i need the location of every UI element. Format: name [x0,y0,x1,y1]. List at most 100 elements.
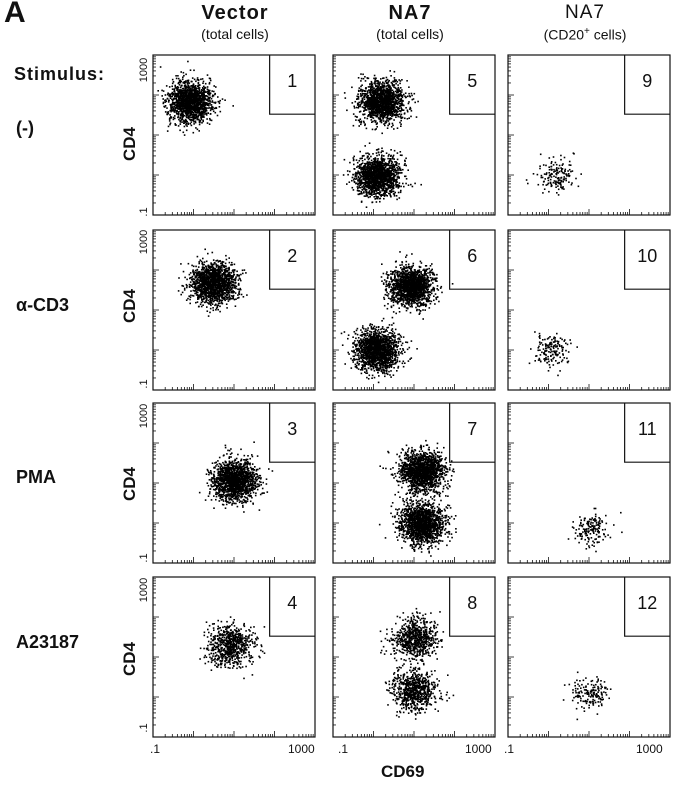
event-dot [231,286,234,289]
event-dot [207,107,209,109]
event-dot [198,130,200,132]
event-dot [248,653,250,656]
event-dot [213,286,215,289]
event-dot [187,97,190,99]
event-dot [234,278,237,280]
event-dot [248,476,251,479]
event-dot [210,278,212,281]
event-dot [177,290,180,292]
event-dot [204,248,206,251]
event-dot [172,106,174,108]
event-dot [215,266,218,268]
event-dot [171,104,173,106]
event-dot [215,260,217,262]
event-dot [171,82,174,85]
event-dot [195,292,198,294]
event-dot [199,303,202,306]
event-dot [238,464,240,466]
x-axis-label: CD69 [381,762,425,781]
event-dot [179,96,181,98]
event-dot [186,110,188,112]
event-dot [185,104,187,106]
event-dot [179,110,181,113]
event-dot [192,88,194,91]
event-dot [215,477,218,479]
event-dot [237,279,240,281]
event-dot [187,95,190,98]
event-dot [199,99,202,102]
event-dot [217,492,220,495]
event-dot [246,498,249,501]
event-dot [169,114,171,116]
event-dot [229,480,231,482]
event-dot [179,92,181,95]
event-dot [174,107,177,109]
event-dot [195,291,198,293]
event-dot [212,309,215,312]
event-dot [221,260,223,263]
event-dot [224,295,227,298]
event-dot [192,269,194,271]
event-dot [202,80,205,83]
event-dot [234,465,237,468]
event-dot [219,644,222,647]
event-dot [200,269,203,271]
event-dot [183,102,186,105]
event-dot [195,87,197,90]
event-dot [196,274,199,277]
event-dot [217,472,219,475]
event-dot [216,468,219,471]
event-dot [172,81,175,83]
event-dot [194,292,196,295]
event-dot [222,493,225,496]
event-dot [179,81,182,84]
event-dot [187,87,190,89]
event-dot [261,487,264,490]
event-dot [179,90,181,92]
event-dot [184,276,186,279]
event-dot [178,108,181,110]
event-dot [180,112,183,115]
event-dot [224,265,227,267]
event-dot [182,111,185,113]
event-dot [190,294,192,297]
event-dot [219,487,221,490]
event-dot [170,95,173,98]
event-dot [224,292,227,295]
event-dot [215,107,218,109]
event-dot [203,110,206,112]
event-dot [262,492,264,494]
event-dot [220,285,222,288]
column-subtitle-vector: (total cells) [201,26,269,42]
x-tick-left: .1 [338,742,349,756]
event-dot [231,470,234,473]
event-dot [182,96,184,99]
event-dot [227,666,230,669]
event-dot [171,91,174,94]
event-dot [186,92,188,94]
event-dot [192,84,195,86]
event-dot [211,462,214,464]
event-dot [198,90,201,92]
event-dot [174,115,176,117]
event-dot [218,495,220,497]
event-dot [201,93,203,96]
event-dot [201,105,204,107]
event-dot [167,93,170,95]
event-dot [254,485,257,488]
event-dot [233,286,236,289]
event-dot [185,87,187,90]
event-dot [186,112,189,114]
event-dot [213,467,215,469]
event-dot [202,106,204,108]
event-dot [202,89,204,92]
event-dot [218,456,221,459]
event-dot [238,291,241,293]
event-dot [241,476,243,478]
event-dot [174,86,177,88]
event-dot [184,109,187,112]
event-dot [201,93,204,96]
event-dot [228,490,230,493]
event-dot [172,102,174,105]
event-dot [204,86,207,89]
